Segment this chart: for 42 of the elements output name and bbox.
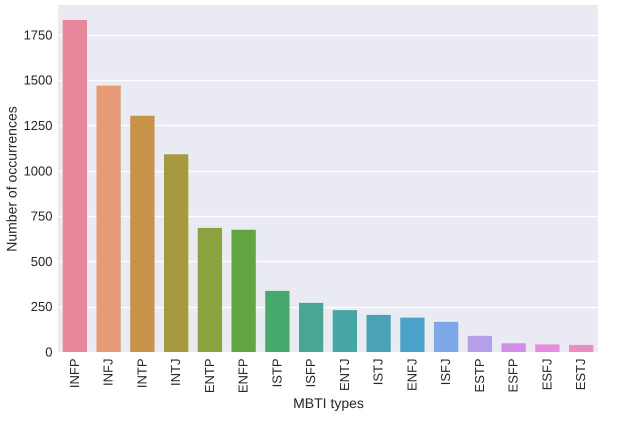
x-tick-label: INFP	[66, 358, 82, 388]
x-tick-label: INTJ	[168, 358, 184, 386]
bar	[231, 230, 256, 352]
bar	[568, 344, 594, 352]
bar	[501, 343, 526, 352]
bar	[332, 310, 358, 352]
x-tick-label: ISTP	[269, 358, 284, 388]
y-tick-label: 1500	[24, 72, 52, 88]
x-tick-label: ESTP	[472, 358, 487, 392]
x-tick-label: ISFJ	[438, 358, 454, 386]
bar	[400, 318, 425, 352]
x-tick-label: INTP	[134, 358, 150, 388]
y-tick-label: 1750	[24, 27, 52, 42]
x-tick-label: ESFP	[506, 358, 521, 392]
y-tick-label: 1250	[24, 118, 52, 133]
x-tick-label: INFJ	[100, 358, 116, 386]
y-axis-title: Number of occurrences	[4, 106, 20, 252]
bar	[298, 302, 324, 352]
bar	[96, 86, 121, 352]
x-tick-label: ENFP	[236, 358, 251, 394]
bar	[198, 228, 222, 352]
x-tick-label: ESFJ	[539, 358, 554, 390]
y-tick-label: 750	[30, 208, 52, 224]
bar	[468, 336, 492, 352]
bar	[164, 154, 188, 352]
bar	[130, 116, 155, 352]
y-tick-label: 250	[30, 299, 52, 314]
x-tick-label: ENFJ	[404, 358, 420, 391]
x-tick-label: ENTP	[202, 358, 217, 394]
bar	[62, 20, 88, 352]
x-tick-label: ISTJ	[370, 358, 386, 386]
y-tick-label: 0	[45, 344, 52, 360]
bar	[366, 314, 391, 352]
bar	[535, 344, 560, 352]
bar	[265, 290, 290, 352]
y-tick-label: 1000	[24, 163, 52, 178]
x-tick-label: ENTJ	[336, 358, 352, 391]
x-tick-label: ESTJ	[573, 358, 588, 390]
bar	[434, 322, 458, 352]
y-tick-label: 500	[30, 254, 52, 269]
x-tick-label: ISFP	[303, 358, 318, 388]
x-axis-title: MBTI types	[293, 395, 364, 412]
